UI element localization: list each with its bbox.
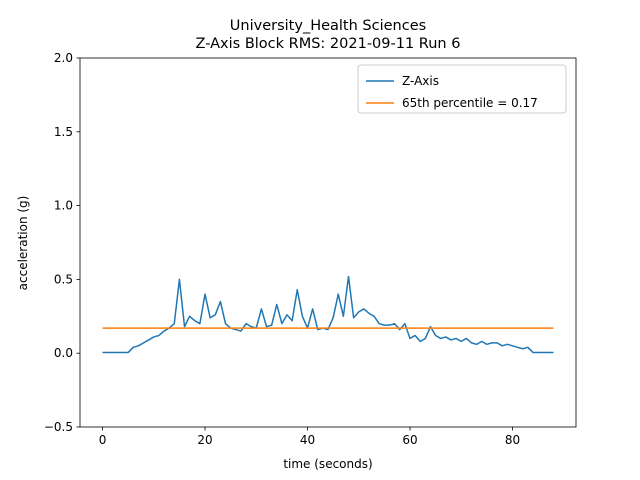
x-tick-label: 60: [402, 433, 417, 447]
x-axis-label: time (seconds): [283, 457, 372, 471]
x-tick-label: 40: [300, 433, 315, 447]
chart-subtitle: Z-Axis Block RMS: 2021-09-11 Run 6: [196, 36, 461, 52]
legend-label: Z-Axis: [402, 74, 439, 88]
y-tick-label: 2.0: [54, 51, 73, 65]
y-tick-label: 1.5: [54, 125, 73, 139]
y-tick-label: −0.5: [44, 420, 73, 434]
legend: Z-Axis 65th percentile = 0.17: [357, 64, 567, 114]
x-tick-label: 20: [197, 433, 212, 447]
x-tick-label: 80: [505, 433, 520, 447]
y-axis-label: acceleration (g): [16, 196, 30, 291]
data-line: [102, 275, 554, 354]
y-tick-label: 0.5: [54, 272, 73, 286]
y-tick-label: 1.0: [54, 199, 73, 213]
x-tick-label: 0: [99, 433, 107, 447]
plot-frame: [79, 57, 577, 428]
y-tick-label: 0.0: [54, 346, 73, 360]
legend-box: [357, 64, 567, 114]
legend-label: 65th percentile = 0.17: [402, 96, 538, 110]
chart-title: University_Health Sciences: [230, 18, 426, 34]
